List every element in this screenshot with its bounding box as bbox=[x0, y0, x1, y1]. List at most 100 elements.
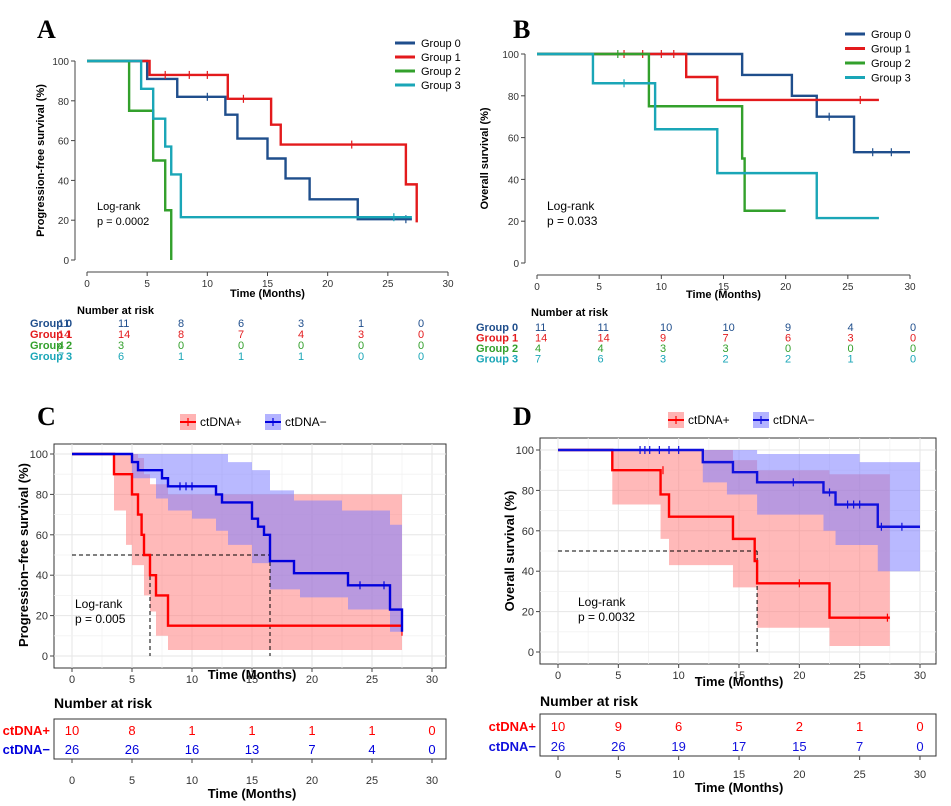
x-tick-label: 30 bbox=[426, 674, 438, 686]
risk-count: 1 bbox=[298, 351, 304, 363]
risk-count: 0 bbox=[428, 723, 435, 738]
x-axis-title: Time (Months) bbox=[695, 674, 784, 689]
x-tick-label: 30 bbox=[442, 279, 454, 290]
logrank-annotation: Log-rank bbox=[578, 595, 626, 609]
risk-count: 4 bbox=[848, 322, 854, 334]
survival-curve-0 bbox=[558, 448, 890, 619]
x-tick-label: 20 bbox=[306, 674, 318, 686]
x-tick-label: 15 bbox=[733, 670, 745, 682]
risk-count: 3 bbox=[848, 333, 854, 345]
survival-curve-3 bbox=[537, 52, 879, 220]
x-tick-label: 25 bbox=[366, 674, 378, 686]
risk-count: 7 bbox=[535, 354, 541, 366]
risk-count: 0 bbox=[358, 340, 364, 352]
logrank-annotation: p = 0.0032 bbox=[578, 610, 635, 624]
risk-count: 1 bbox=[308, 723, 315, 738]
risk-count: 0 bbox=[418, 340, 424, 352]
risk-count: 0 bbox=[428, 742, 435, 757]
risk-count: 8 bbox=[178, 318, 184, 330]
risk-x-tick-label: 10 bbox=[673, 769, 685, 781]
y-tick-label: 60 bbox=[522, 526, 534, 538]
risk-count: 5 bbox=[735, 719, 742, 734]
risk-count: 7 bbox=[238, 329, 244, 341]
risk-count: 3 bbox=[358, 329, 364, 341]
risk-count: 6 bbox=[598, 354, 604, 366]
risk-count: 3 bbox=[660, 354, 666, 366]
survival-curve-1 bbox=[558, 448, 920, 528]
y-tick-label: 80 bbox=[58, 97, 70, 108]
x-tick-label: 5 bbox=[596, 282, 602, 293]
risk-count: 4 bbox=[58, 340, 64, 352]
risk-count: 1 bbox=[188, 723, 195, 738]
risk-x-tick-label: 0 bbox=[69, 775, 75, 787]
survival-curve-2 bbox=[87, 59, 173, 260]
y-axis-title: Progression-free survival (%) bbox=[35, 84, 47, 237]
risk-count: 7 bbox=[308, 742, 315, 757]
risk-count: 26 bbox=[65, 742, 79, 757]
survival-curve-0 bbox=[537, 52, 910, 154]
risk-x-tick-label: 25 bbox=[854, 769, 866, 781]
risk-count: 0 bbox=[910, 354, 916, 366]
risk-count: 7 bbox=[723, 333, 729, 345]
risk-count: 10 bbox=[65, 723, 79, 738]
risk-count: 26 bbox=[551, 739, 565, 754]
y-tick-label: 0 bbox=[42, 651, 48, 663]
risk-count: 0 bbox=[916, 739, 923, 754]
risk-x-tick-label: 20 bbox=[793, 769, 805, 781]
risk-count: 6 bbox=[785, 333, 791, 345]
x-tick-label: 5 bbox=[129, 674, 135, 686]
x-axis-title: Time (Months) bbox=[208, 667, 297, 682]
risk-count: 0 bbox=[910, 333, 916, 345]
y-tick-label: 0 bbox=[528, 647, 534, 659]
x-tick-label: 5 bbox=[615, 670, 621, 682]
risk-count: 0 bbox=[418, 318, 424, 330]
y-tick-label: 80 bbox=[36, 489, 48, 501]
risk-x-tick-label: 5 bbox=[129, 775, 135, 787]
risk-row-name: Group 1 bbox=[30, 329, 72, 341]
risk-count: 14 bbox=[598, 333, 610, 345]
risk-count: 9 bbox=[785, 322, 791, 334]
risk-count: 2 bbox=[723, 354, 729, 366]
x-tick-label: 20 bbox=[793, 670, 805, 682]
risk-count: 1 bbox=[368, 723, 375, 738]
risk-x-tick-label: 25 bbox=[366, 775, 378, 787]
risk-count: 0 bbox=[910, 343, 916, 355]
risk-x-tick-label: 0 bbox=[555, 769, 561, 781]
risk-count: 1 bbox=[178, 351, 184, 363]
survival-curve-2 bbox=[537, 52, 786, 212]
logrank-annotation: Log-rank bbox=[547, 199, 595, 213]
x-tick-label: 30 bbox=[904, 282, 916, 293]
x-tick-label: 10 bbox=[186, 674, 198, 686]
x-tick-label: 25 bbox=[382, 279, 394, 290]
risk-count: 26 bbox=[125, 742, 139, 757]
risk-x-axis-title: Time (Months) bbox=[208, 786, 297, 801]
risk-count: 15 bbox=[792, 739, 806, 754]
risk-count: 14 bbox=[58, 329, 70, 341]
y-tick-label: 60 bbox=[58, 137, 70, 148]
survival-curve-1 bbox=[72, 452, 404, 632]
risk-x-tick-label: 5 bbox=[615, 769, 621, 781]
risk-count: 1 bbox=[848, 354, 854, 366]
risk-count: 1 bbox=[238, 351, 244, 363]
risk-count: 16 bbox=[185, 742, 199, 757]
risk-count: 2 bbox=[796, 719, 803, 734]
x-tick-label: 0 bbox=[69, 674, 75, 686]
risk-count: 0 bbox=[178, 340, 184, 352]
y-tick-label: 20 bbox=[522, 607, 534, 619]
risk-row-name: Group 0 bbox=[30, 318, 72, 330]
x-tick-label: 5 bbox=[144, 279, 150, 290]
risk-x-tick-label: 20 bbox=[306, 775, 318, 787]
legend-label: Group 2 bbox=[871, 58, 911, 70]
y-axis-title: Overall survival (%) bbox=[479, 107, 491, 209]
y-tick-label: 100 bbox=[502, 50, 519, 61]
panel-label-d: D bbox=[513, 402, 532, 431]
y-tick-label: 40 bbox=[522, 566, 534, 578]
y-tick-label: 60 bbox=[508, 134, 520, 145]
risk-table-title: Number at risk bbox=[54, 695, 152, 711]
ci-band-1 bbox=[558, 450, 920, 572]
legend-label: Group 3 bbox=[871, 73, 911, 85]
risk-row-name: ctDNA− bbox=[3, 742, 51, 757]
risk-x-tick-label: 10 bbox=[186, 775, 198, 787]
